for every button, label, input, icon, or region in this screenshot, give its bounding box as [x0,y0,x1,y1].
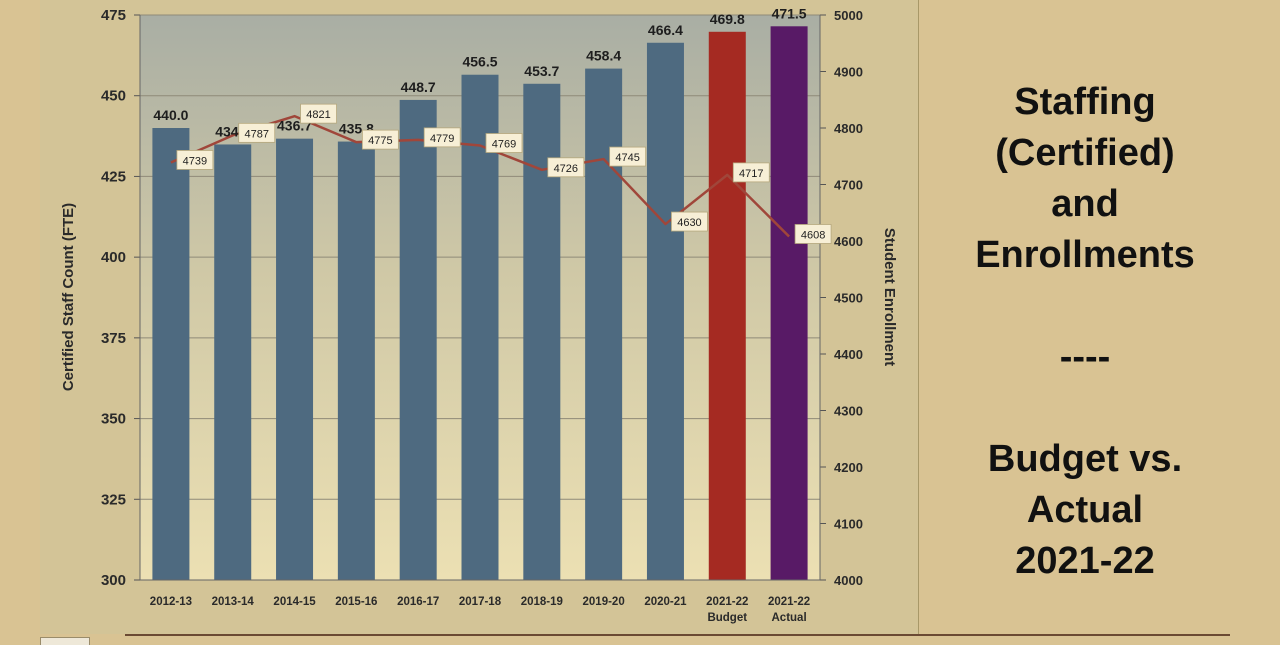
enrollment-label-box [238,122,276,143]
x-tick-label: 2019-20 [583,596,625,608]
y2-tick-label: 4100 [834,517,863,532]
enrollment-label: 4779 [430,133,454,145]
y2-tick-label: 5000 [834,8,863,23]
enrollment-label: 4739 [183,155,207,167]
enrollment-label: 4775 [368,135,392,147]
bar [585,68,623,580]
x-tick-label: 2014-15 [273,596,316,608]
enrollment-label: 4821 [306,109,330,121]
x-tick-label: Budget [707,612,747,624]
y-tick-label: 325 [101,491,126,508]
y-tick-label: 350 [101,411,126,428]
enrollment-label-box [300,103,337,124]
bar [646,42,684,581]
title-line: (Certified) [995,132,1175,174]
title-line: Budget vs. [987,438,1183,480]
y-axis-label: Certified Staff Count (FTE) [60,203,77,391]
y-tick-label: 450 [101,88,126,105]
enrollment-label: 4726 [554,163,578,175]
y-tick-label: 400 [101,249,126,266]
x-tick-label: 2016-17 [397,596,439,608]
x-tick-label: 2021-22 [706,596,748,608]
bottom-divider [125,634,1230,636]
y2-tick-label: 4900 [834,65,863,80]
enrollment-label: 4787 [244,128,268,140]
x-tick-label: 2021-22 [768,596,810,608]
bar [152,128,190,580]
bar [337,141,375,580]
y2-tick-label: 4300 [834,404,863,419]
enrollment-label-box [547,157,585,178]
title-line: Enrollments [975,234,1195,276]
staffing-enrollment-chart: 300 325 350 375 400 425 450 475 4000 4100 4200 4300… [60,5,898,624]
x-tick-label: 2017-18 [459,596,502,608]
bar-value-label: 456.5 [462,54,497,70]
enrollment-label-box [423,127,461,148]
enrollment-label-box [485,133,523,153]
title-divider: ---- [1059,336,1111,378]
x-tick-label: 2013-14 [212,596,255,608]
title-line: and [1051,183,1119,225]
enrollment-label: 4630 [677,217,701,229]
x-tick-label: Actual [772,612,807,624]
enrollment-label-box [671,211,708,232]
x-tick-label: 2015-16 [335,596,377,608]
y2-tick-label: 4700 [834,178,863,193]
x-tick-label: 2012-13 [150,596,192,608]
y2-tick-label: 4200 [834,460,863,475]
y2-tick-label: 4500 [834,291,863,306]
enrollment-label: 4717 [739,168,763,180]
bar-value-label: 440.0 [153,107,188,123]
bar [399,99,437,580]
bar-value-label: 453.7 [524,63,559,79]
enrollment-label: 4769 [492,139,516,151]
y2-tick-label: 4000 [834,573,863,588]
title-line: Actual [1026,489,1144,531]
enrollment-label-box [732,162,770,183]
enrollment-label-box [609,146,647,167]
y-tick-label: 375 [101,330,126,347]
title-line: Staffing [1014,81,1156,123]
slide-tab [40,637,90,645]
y-tick-label: 475 [101,7,126,24]
enrollment-label-box [794,224,832,244]
enrollment-label-box [361,129,399,150]
bar-value-label: 469.8 [710,11,745,27]
slide-title: Staffing (Certified) and Enrollments ---… [930,0,1240,634]
chart-panel: 300 325 350 375 400 425 450 475 4000 4100 4200 4300… [40,0,919,634]
bar [461,74,499,580]
y2-axis-label: Student Enrollment [881,228,898,366]
enrollment-label: 4608 [801,229,825,241]
bar [708,31,746,580]
x-tick-label: 2020-21 [644,596,687,608]
y-tick-label: 425 [101,168,126,185]
enrollment-label-box [176,150,214,170]
enrollment-label: 4745 [615,152,639,164]
bar-value-label: 466.4 [648,22,683,38]
bar-value-label: 458.4 [586,48,621,64]
bar [214,144,252,581]
bar [770,26,808,581]
y2-tick-label: 4400 [834,347,863,362]
bar-value-label: 471.5 [772,5,807,21]
y2-tick-label: 4800 [834,121,863,136]
x-tick-label: 2018-19 [521,596,563,608]
title-line: 2021-22 [1015,540,1155,582]
enrollment-line [170,114,790,238]
y-tick-label: 300 [101,572,126,589]
bar [276,138,314,580]
y2-tick-label: 4600 [834,234,863,249]
bar-value-label: 448.7 [401,79,436,95]
